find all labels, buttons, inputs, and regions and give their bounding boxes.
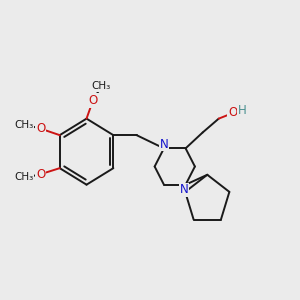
Text: N: N — [160, 138, 168, 151]
Text: O: O — [36, 168, 45, 181]
Text: O: O — [228, 106, 237, 119]
Text: CH₃: CH₃ — [92, 81, 111, 91]
Text: O: O — [89, 94, 98, 107]
Text: CH₃: CH₃ — [14, 120, 34, 130]
Text: N: N — [180, 183, 188, 196]
Text: O: O — [36, 122, 45, 135]
Text: CH₃: CH₃ — [14, 172, 34, 182]
Text: H: H — [238, 103, 246, 116]
